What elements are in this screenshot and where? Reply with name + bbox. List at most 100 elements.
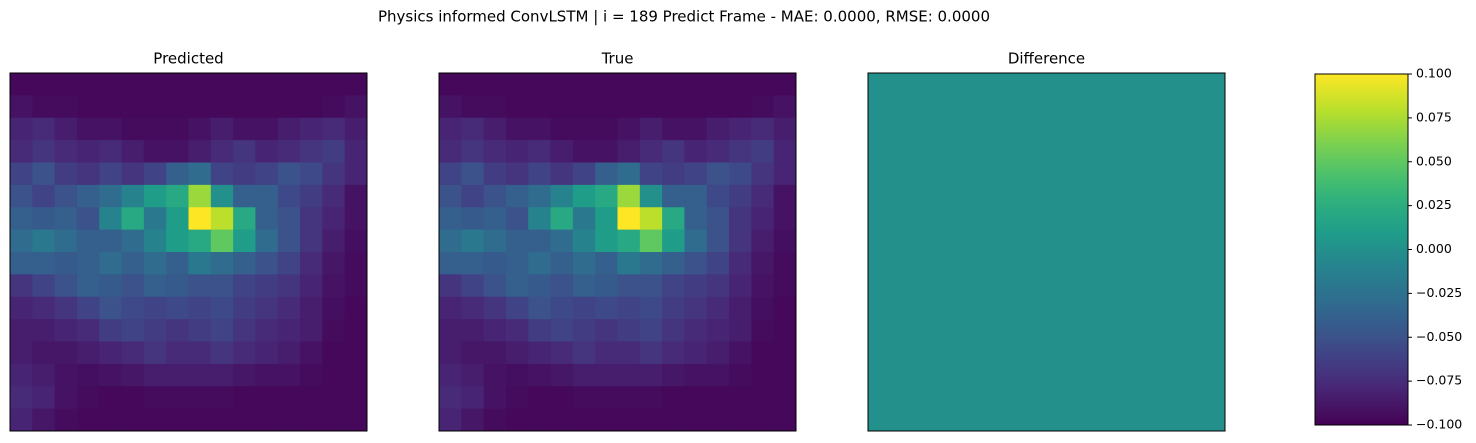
heatmap-cell (461, 73, 485, 96)
heatmap-cell (300, 408, 323, 432)
heatmap-cell (210, 274, 234, 298)
heatmap-cell (344, 296, 368, 320)
heatmap-cell (277, 229, 301, 253)
heatmap-cell (662, 296, 685, 320)
heatmap-cell (483, 363, 507, 387)
heatmap-cell (773, 184, 797, 208)
heatmap-cell (188, 252, 212, 275)
heatmap-cell (143, 162, 167, 186)
heatmap-cell (595, 117, 618, 141)
heatmap-cell (729, 95, 752, 119)
heatmap-cell (729, 252, 752, 275)
heatmap-cell (300, 140, 323, 163)
heatmap-cell (322, 229, 346, 253)
panel-title: Difference (1008, 50, 1085, 68)
heatmap-cell (233, 341, 256, 365)
heatmap-cell (76, 408, 100, 432)
heatmap-cell (706, 95, 730, 119)
heatmap-cell (617, 117, 641, 141)
heatmap-cell (277, 408, 301, 432)
heatmap-cell (322, 274, 346, 298)
heatmap-cell (617, 229, 641, 253)
panel-frame (9, 72, 368, 432)
heatmap-cell (868, 73, 1226, 432)
heatmap-cell (99, 363, 123, 387)
panel-title: True (601, 50, 634, 68)
heatmap-cell (76, 252, 100, 275)
heatmap-cell (322, 252, 346, 275)
heatmap-cell (439, 274, 462, 298)
heatmap-cell (461, 363, 485, 387)
panel-frame (438, 72, 797, 432)
heatmap-cell (99, 95, 123, 119)
heatmap-cell (528, 319, 552, 342)
heatmap-cell (595, 408, 618, 432)
heatmap-cell (729, 229, 752, 253)
heatmap-cell (729, 363, 752, 387)
heatmap-cell (277, 95, 301, 119)
heatmap-cell (662, 341, 685, 365)
heatmap-cell (706, 296, 730, 320)
heatmap-cell (166, 73, 189, 96)
heatmap-cell (99, 274, 123, 298)
heatmap-cell (300, 95, 323, 119)
heatmap-cell (617, 73, 641, 96)
heatmap-cell (572, 162, 596, 186)
heatmap-cell (528, 229, 552, 253)
heatmap-cell (483, 184, 507, 208)
heatmap-cell (76, 341, 100, 365)
heatmap-cell (639, 363, 663, 387)
heatmap-cell (99, 184, 123, 208)
heatmap-cell (751, 184, 775, 208)
heatmap-cell (505, 95, 529, 119)
heatmap-cell (54, 408, 78, 432)
heatmap-cell (439, 73, 462, 96)
heatmap-cell (773, 162, 797, 186)
heatmap-cell (639, 296, 663, 320)
heatmap-cell (684, 386, 708, 410)
heatmap-cell (639, 207, 663, 231)
colorbar (1314, 73, 1409, 426)
heatmap-cell (572, 296, 596, 320)
heatmap-cell (684, 363, 708, 387)
heatmap-cell (54, 162, 78, 186)
heatmap-cell (344, 162, 368, 186)
heatmap-cell (461, 319, 485, 342)
heatmap-cell (483, 117, 507, 141)
heatmap-cell (483, 252, 507, 275)
heatmap-cell (166, 341, 189, 365)
heatmap-cell (188, 162, 212, 186)
heatmap-cell (617, 140, 641, 163)
heatmap-cell (143, 207, 167, 231)
heatmap-cell (322, 408, 346, 432)
heatmap-cell (706, 363, 730, 387)
heatmap-cell (322, 207, 346, 231)
heatmap-cell (773, 207, 797, 231)
heatmap-cell (344, 184, 368, 208)
heatmap-cell (550, 363, 574, 387)
heatmap-cell (233, 184, 256, 208)
heatmap-cell (76, 95, 100, 119)
heatmap-cell (729, 274, 752, 298)
heatmap-cell (751, 341, 775, 365)
heatmap-cell (166, 117, 189, 141)
heatmap-cell (684, 341, 708, 365)
heatmap-cell (344, 140, 368, 163)
heatmap-cell (639, 252, 663, 275)
heatmap-cell (255, 207, 279, 231)
heatmap-cell (684, 296, 708, 320)
heatmap-cell (439, 363, 462, 387)
heatmap-cell (32, 95, 56, 119)
colorbar-tick-label: 0.025 (1416, 197, 1452, 212)
heatmap-cell (572, 140, 596, 163)
heatmap-cell (639, 184, 663, 208)
heatmap-cell (595, 386, 618, 410)
heatmap-cell (662, 252, 685, 275)
heatmap-cell (773, 95, 797, 119)
heatmap-cell (729, 341, 752, 365)
colorbar-tick-label: 0.100 (1416, 66, 1452, 81)
heatmap-cell (617, 386, 641, 410)
heatmap-cell (595, 341, 618, 365)
heatmap-cell (10, 296, 33, 320)
heatmap-cell (528, 162, 552, 186)
